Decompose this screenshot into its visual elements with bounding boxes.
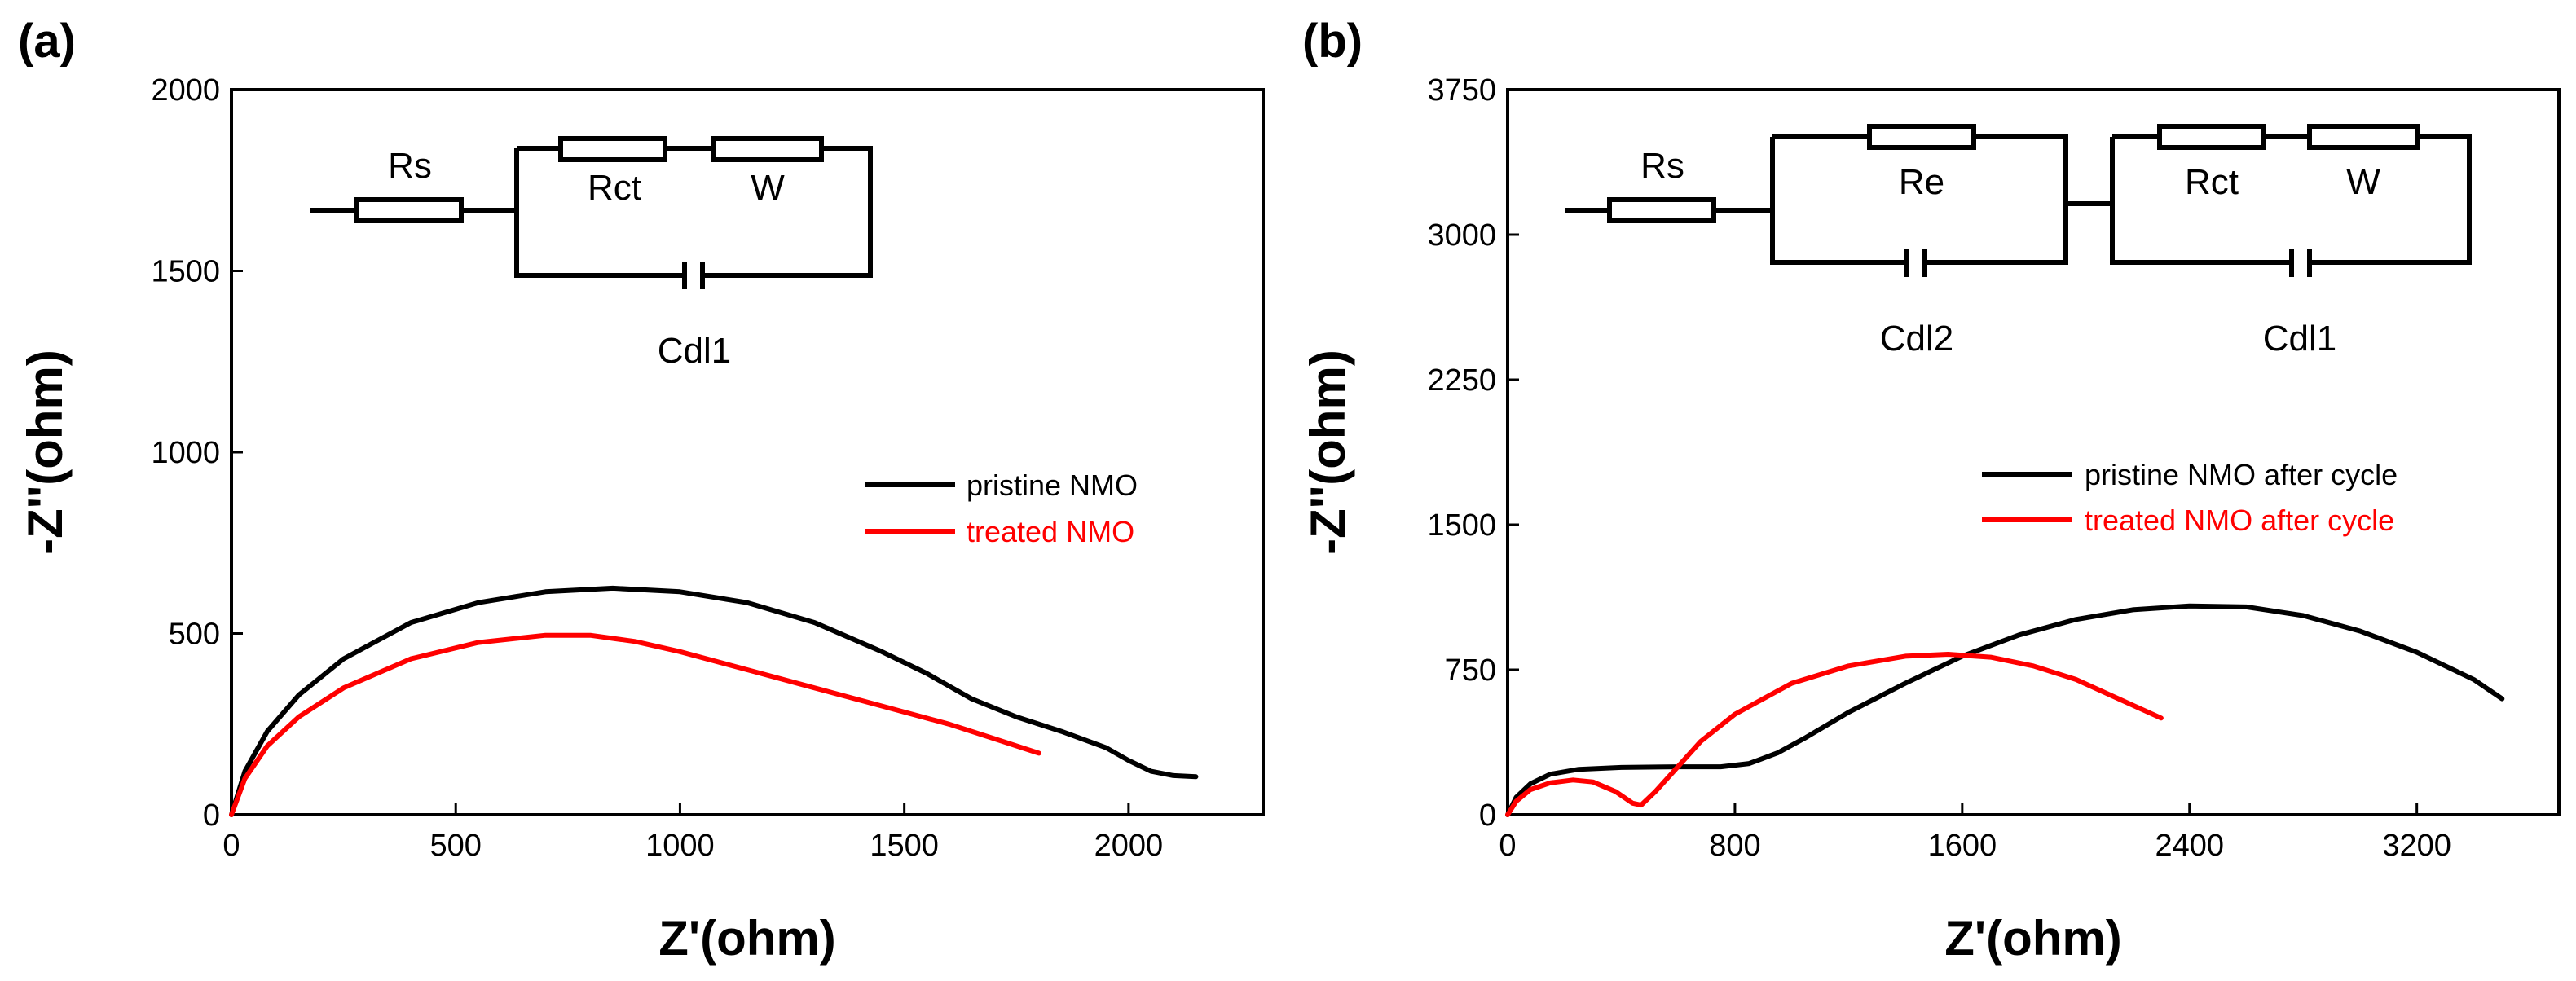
panel-a-legend: pristine NMO treated NMO (865, 469, 1138, 548)
y-tick-label-b-2: 1500 (1427, 508, 1496, 543)
y-tick-label-a-2: 1000 (151, 436, 220, 470)
rs-resistor (354, 197, 464, 223)
y-tick-label-b-3: 2250 (1427, 363, 1496, 398)
rs-resistor-b (1607, 197, 1716, 223)
x-tick-label-b-1: 800 (1709, 829, 1760, 863)
x-tick-label-a-2: 1000 (645, 829, 715, 863)
w-element-b (2307, 124, 2420, 150)
panel-b-label: (b) (1302, 15, 1363, 68)
y-tick-label-b-0: 0 (1479, 798, 1496, 833)
x-tick-label-b-4: 3200 (2382, 829, 2451, 863)
panel-a: (a) 0 500 1000 1500 2000 0 500 1000 1500 2000 Z'(… (18, 15, 1265, 966)
legend-a-label-0: pristine NMO (967, 469, 1138, 502)
panel-a-ticks: 0 500 1000 1500 2000 0 500 1000 1500 2000 (151, 73, 1163, 863)
w-element (711, 136, 824, 162)
x-tick-label-b-2: 1600 (1928, 829, 1997, 863)
x-tick-label-a-1: 500 (430, 829, 482, 863)
circuit-b-label-w: W (2346, 162, 2380, 202)
rct-resistor-b (2157, 124, 2266, 150)
x-tick-label-b-0: 0 (1499, 829, 1516, 863)
panel-b-legend: pristine NMO after cycle treated NMO aft… (1982, 458, 2398, 537)
rct-resistor (558, 136, 667, 162)
x-tick-label-a-0: 0 (222, 829, 240, 863)
y-tick-label-b-1: 750 (1445, 653, 1496, 688)
circuit-a-label-rs: Rs (388, 146, 432, 186)
panel-a-label: (a) (18, 15, 76, 68)
panel-b: (b) 0 800 1600 2400 3200 0 750 1500 2250 3000 3750… (1301, 15, 2561, 966)
panel-b-x-axis-label: Z'(ohm) (1944, 911, 2122, 966)
y-tick-label-a-3: 1500 (151, 255, 220, 289)
y-tick-label-b-4: 3000 (1427, 218, 1496, 253)
x-tick-label-a-3: 1500 (870, 829, 939, 863)
circuit-a-label-cdl1: Cdl1 (658, 331, 732, 371)
x-tick-label-b-3: 2400 (2155, 829, 2224, 863)
panel-a-y-axis-label: -Z''(ohm) (18, 350, 73, 555)
series-line-b-0 (1505, 603, 2505, 817)
circuit-b-label-rct: Rct (2185, 162, 2239, 202)
circuit-b-label-re: Re (1899, 162, 1944, 202)
legend-b-label-0: pristine NMO after cycle (2085, 458, 2398, 491)
panel-b-circuit-diagram (1565, 124, 2472, 277)
legend-b-label-1: treated NMO after cycle (2085, 504, 2394, 537)
series-line-a-1 (229, 632, 1041, 817)
panel-b-ticks: 0 800 1600 2400 3200 0 750 1500 2250 3000 3750 (1427, 73, 2451, 863)
panel-a-circuit-diagram (310, 136, 873, 289)
legend-a-label-1: treated NMO (967, 515, 1134, 548)
panel-a-series (229, 585, 1199, 817)
circuit-b-label-cdl2: Cdl2 (1880, 319, 1954, 359)
x-tick-label-a-4: 2000 (1094, 829, 1164, 863)
series-line-a-0 (229, 585, 1199, 817)
y-tick-label-a-0: 0 (203, 798, 220, 833)
panel-a-x-axis-label: Z'(ohm) (658, 911, 836, 966)
series-line-b-1 (1505, 652, 2164, 817)
circuit-b-label-rs: Rs (1640, 146, 1684, 186)
y-tick-label-a-4: 2000 (151, 73, 220, 108)
circuit-a-label-w: W (751, 168, 785, 208)
circuit-a-label-rct: Rct (588, 168, 641, 208)
re-resistor (1867, 124, 1976, 150)
panel-b-plot-frame (1506, 88, 2561, 816)
y-tick-label-a-1: 500 (169, 618, 220, 652)
y-tick-label-b-5: 3750 (1427, 73, 1496, 108)
panel-b-y-axis-label: -Z''(ohm) (1301, 350, 1355, 555)
panel-b-series (1505, 603, 2505, 817)
circuit-b-label-cdl1: Cdl1 (2263, 319, 2337, 359)
